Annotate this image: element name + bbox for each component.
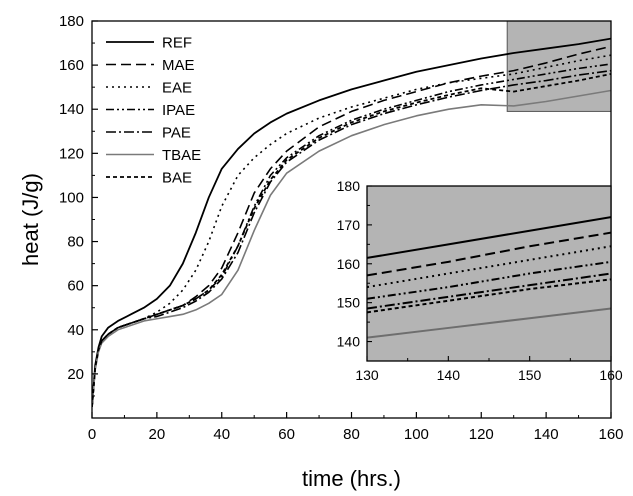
x-tick-label: 80 (343, 426, 360, 443)
inset-y-tick-label: 180 (337, 178, 361, 194)
legend-label-bae: BAE (162, 170, 192, 187)
inset-y-tick-label: 150 (337, 295, 361, 311)
inset-y-tick-label: 140 (337, 334, 361, 350)
legend-label-tbae: TBAE (162, 147, 201, 164)
legend-label-mae: MAE (162, 57, 195, 74)
x-axis-title: time (hrs.) (302, 466, 401, 491)
inset-x-tick-label: 130 (355, 367, 379, 383)
y-tick-label: 100 (59, 189, 84, 206)
legend-label-pae: PAE (162, 125, 191, 142)
x-tick-label: 0 (88, 426, 96, 443)
x-tick-label: 140 (534, 426, 559, 443)
y-tick-label: 80 (67, 234, 84, 251)
legend-label-ref: REF (162, 35, 192, 52)
inset-y-tick-label: 170 (337, 217, 361, 233)
y-tick-label: 40 (67, 322, 84, 339)
legend: REF MAE EAE IPAE PAE TBAE BAE (106, 35, 201, 187)
inset-y-tick-label: 160 (337, 256, 361, 272)
x-tick-label: 100 (404, 426, 429, 443)
legend-label-ipae: IPAE (162, 102, 195, 119)
y-tick-label: 180 (59, 13, 84, 30)
inset-plot: 130 140 150 160 140 150 160 170 180 (337, 178, 623, 383)
y-tick-label: 120 (59, 145, 84, 162)
x-tick-label: 40 (213, 426, 230, 443)
y-tick-label: 20 (67, 366, 84, 383)
y-axis-title: heat (J/g) (18, 173, 43, 266)
x-tick-label: 160 (598, 426, 623, 443)
x-tick-label: 60 (278, 426, 295, 443)
inset-x-tick-label: 150 (518, 367, 542, 383)
x-tick-label: 20 (149, 426, 166, 443)
y-tick-label: 60 (67, 278, 84, 295)
y-tick-label: 160 (59, 57, 84, 74)
legend-label-eae: EAE (162, 80, 192, 97)
inset-x-tick-label: 160 (599, 367, 623, 383)
inset-x-tick-label: 140 (437, 367, 461, 383)
x-tick-label: 120 (469, 426, 494, 443)
inset-background (367, 186, 611, 361)
y-tick-label: 140 (59, 101, 84, 118)
